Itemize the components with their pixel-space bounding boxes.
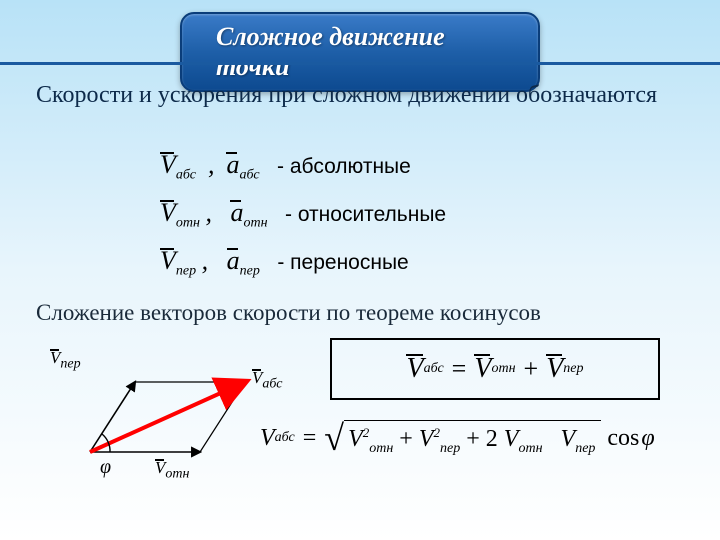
def2-label: - переносные xyxy=(277,251,408,274)
definition-row-otn: Vотн , aотн - относительные xyxy=(160,198,446,231)
diagram-label-vper: Vпер xyxy=(50,348,81,372)
divider xyxy=(0,62,720,65)
diagram-label-votn: Vотн xyxy=(155,458,189,482)
definition-row-per: Vпер , aпер - переносные xyxy=(160,246,409,279)
diagram-label-vabs: Vабс xyxy=(252,368,282,392)
def0-v: V xyxy=(160,150,176,179)
def0-asub: абс xyxy=(239,167,259,182)
def1-vsub: отн xyxy=(176,215,200,230)
slide-title: Сложное движение точки xyxy=(216,22,445,81)
theorem-text: Сложение векторов скорости по теореме ко… xyxy=(36,300,541,326)
def1-label: - относительные xyxy=(285,203,446,226)
def2-asub: пер xyxy=(240,263,260,278)
def0-vsub: абс xyxy=(176,167,196,182)
def2-v: V xyxy=(160,246,176,275)
magnitude-formula: Vабс = √ V2отн + V2пер + 2 Vотн Vпер cos… xyxy=(260,420,690,457)
diagram-angle-label: φ xyxy=(100,456,111,479)
def1-a: a xyxy=(230,198,243,227)
def0-a: a xyxy=(226,150,239,179)
def2-vsub: пер xyxy=(176,263,196,278)
boxed-formula: Vабс = Vотн + Vпер xyxy=(330,338,660,400)
def1-v: V xyxy=(160,198,176,227)
definition-row-abs: Vабс , aабс - абсолютные xyxy=(160,150,411,183)
def2-a: a xyxy=(227,246,240,275)
intro-text: Скорости и ускорения при сложном движени… xyxy=(36,80,676,110)
def0-label: - абсолютные xyxy=(277,155,411,178)
def1-asub: отн xyxy=(243,215,267,230)
